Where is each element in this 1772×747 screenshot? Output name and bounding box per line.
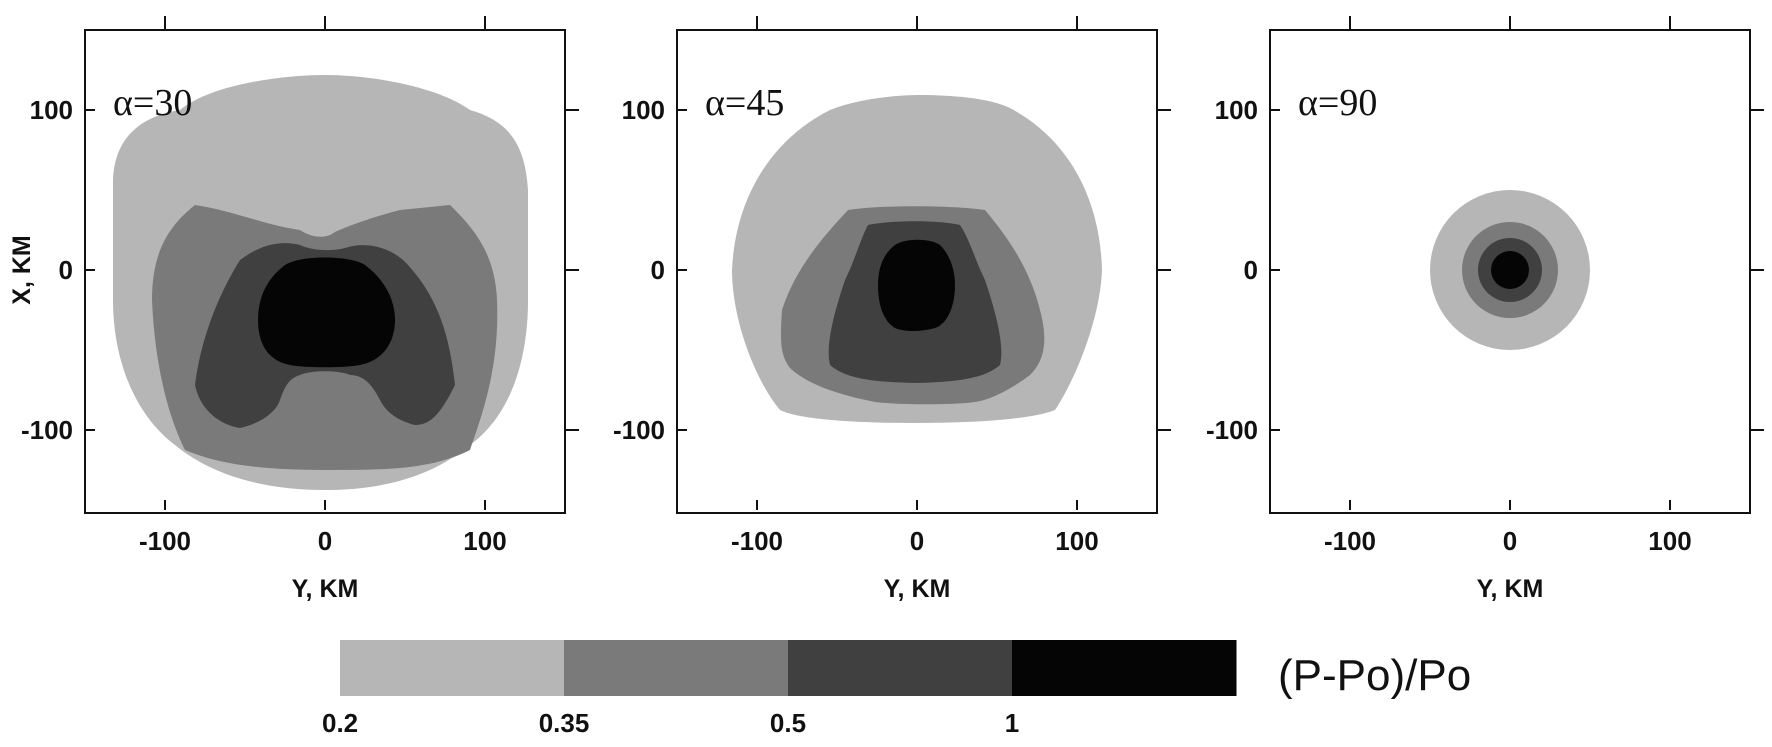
- panel-1-x-tick-label: 100: [463, 526, 506, 556]
- panel-1-x-axis-label: Y, KM: [292, 575, 359, 603]
- panel-3-y-tick-label: 0: [1244, 255, 1258, 285]
- colorbar-tick-label: 0.2: [322, 708, 358, 738]
- panel-3-x-tick-label: 100: [1648, 526, 1691, 556]
- panel-2-alpha-label: α=45: [705, 82, 784, 124]
- colorbar-segments: [340, 640, 1237, 696]
- colorbar-tick-labels: 0.2 0.35 0.5 1: [322, 708, 1019, 738]
- colorbar-title: (P-Po)/Po: [1278, 651, 1471, 700]
- panel-2-x-axis-label: Y, KM: [884, 575, 951, 603]
- colorbar-segment: [788, 640, 1013, 696]
- colorbar-segment: [340, 640, 565, 696]
- panel-1-x-tick-label: -100: [139, 526, 191, 556]
- panel-1-contour-level-4: [258, 257, 395, 368]
- panel-2-y-tick-label: 0: [651, 255, 665, 285]
- panel-2-x-tick-label: 0: [910, 526, 924, 556]
- panel-3-x-tick-label: -100: [1324, 526, 1376, 556]
- panel-3-axes: -100 0 100 -100 0 100 Y, KM α=90: [1206, 16, 1764, 603]
- panel-2-y-tick-label: 100: [622, 95, 665, 125]
- colorbar-segment: [564, 640, 789, 696]
- colorbar: 0.2 0.35 0.5 1 (P-Po)/Po: [322, 640, 1471, 738]
- colorbar-tick-label: 0.35: [539, 708, 590, 738]
- panel-1-y-tick-label: 0: [59, 255, 73, 285]
- panel-alpha-45: [676, 29, 1158, 514]
- panel-1-axes: -100 0 100 -100 0 100 Y, KM X, KM α=30: [8, 16, 579, 603]
- panel-3-contour-level-4: [1491, 251, 1529, 289]
- panel-2-x-tick-label: -100: [731, 526, 783, 556]
- panel-3-x-axis-label: Y, KM: [1477, 575, 1544, 603]
- panel-3-alpha-label: α=90: [1298, 82, 1377, 124]
- panel-alpha-90: [1269, 29, 1751, 514]
- panel-3-x-tick-label: 0: [1503, 526, 1517, 556]
- panel-1-x-tick-label: 0: [318, 526, 332, 556]
- panel-1-y-tick-label: 100: [30, 95, 73, 125]
- panel-3-contours: [1430, 190, 1590, 350]
- panel-3-y-tick-label: -100: [1206, 415, 1258, 445]
- panel-1-y-tick-label: -100: [21, 415, 73, 445]
- panel-2-axes: -100 0 100 -100 0 100 Y, KM α=45: [613, 16, 1171, 603]
- panel-3-y-tick-label: 100: [1215, 95, 1258, 125]
- panel-1-alpha-label: α=30: [113, 82, 192, 124]
- colorbar-tick-label: 0.5: [770, 708, 806, 738]
- panel-2-contour-level-4: [878, 239, 955, 331]
- panel-2-contours: [732, 95, 1102, 423]
- panel-alpha-30: [84, 29, 566, 514]
- panel-2-x-tick-label: 100: [1055, 526, 1098, 556]
- colorbar-tick-label: 1: [1005, 708, 1019, 738]
- colorbar-segment: [1012, 640, 1237, 696]
- panel-1-y-axis-label: X, KM: [8, 235, 36, 304]
- panel-2-y-tick-label: -100: [613, 415, 665, 445]
- panel-1-contours: [113, 75, 528, 490]
